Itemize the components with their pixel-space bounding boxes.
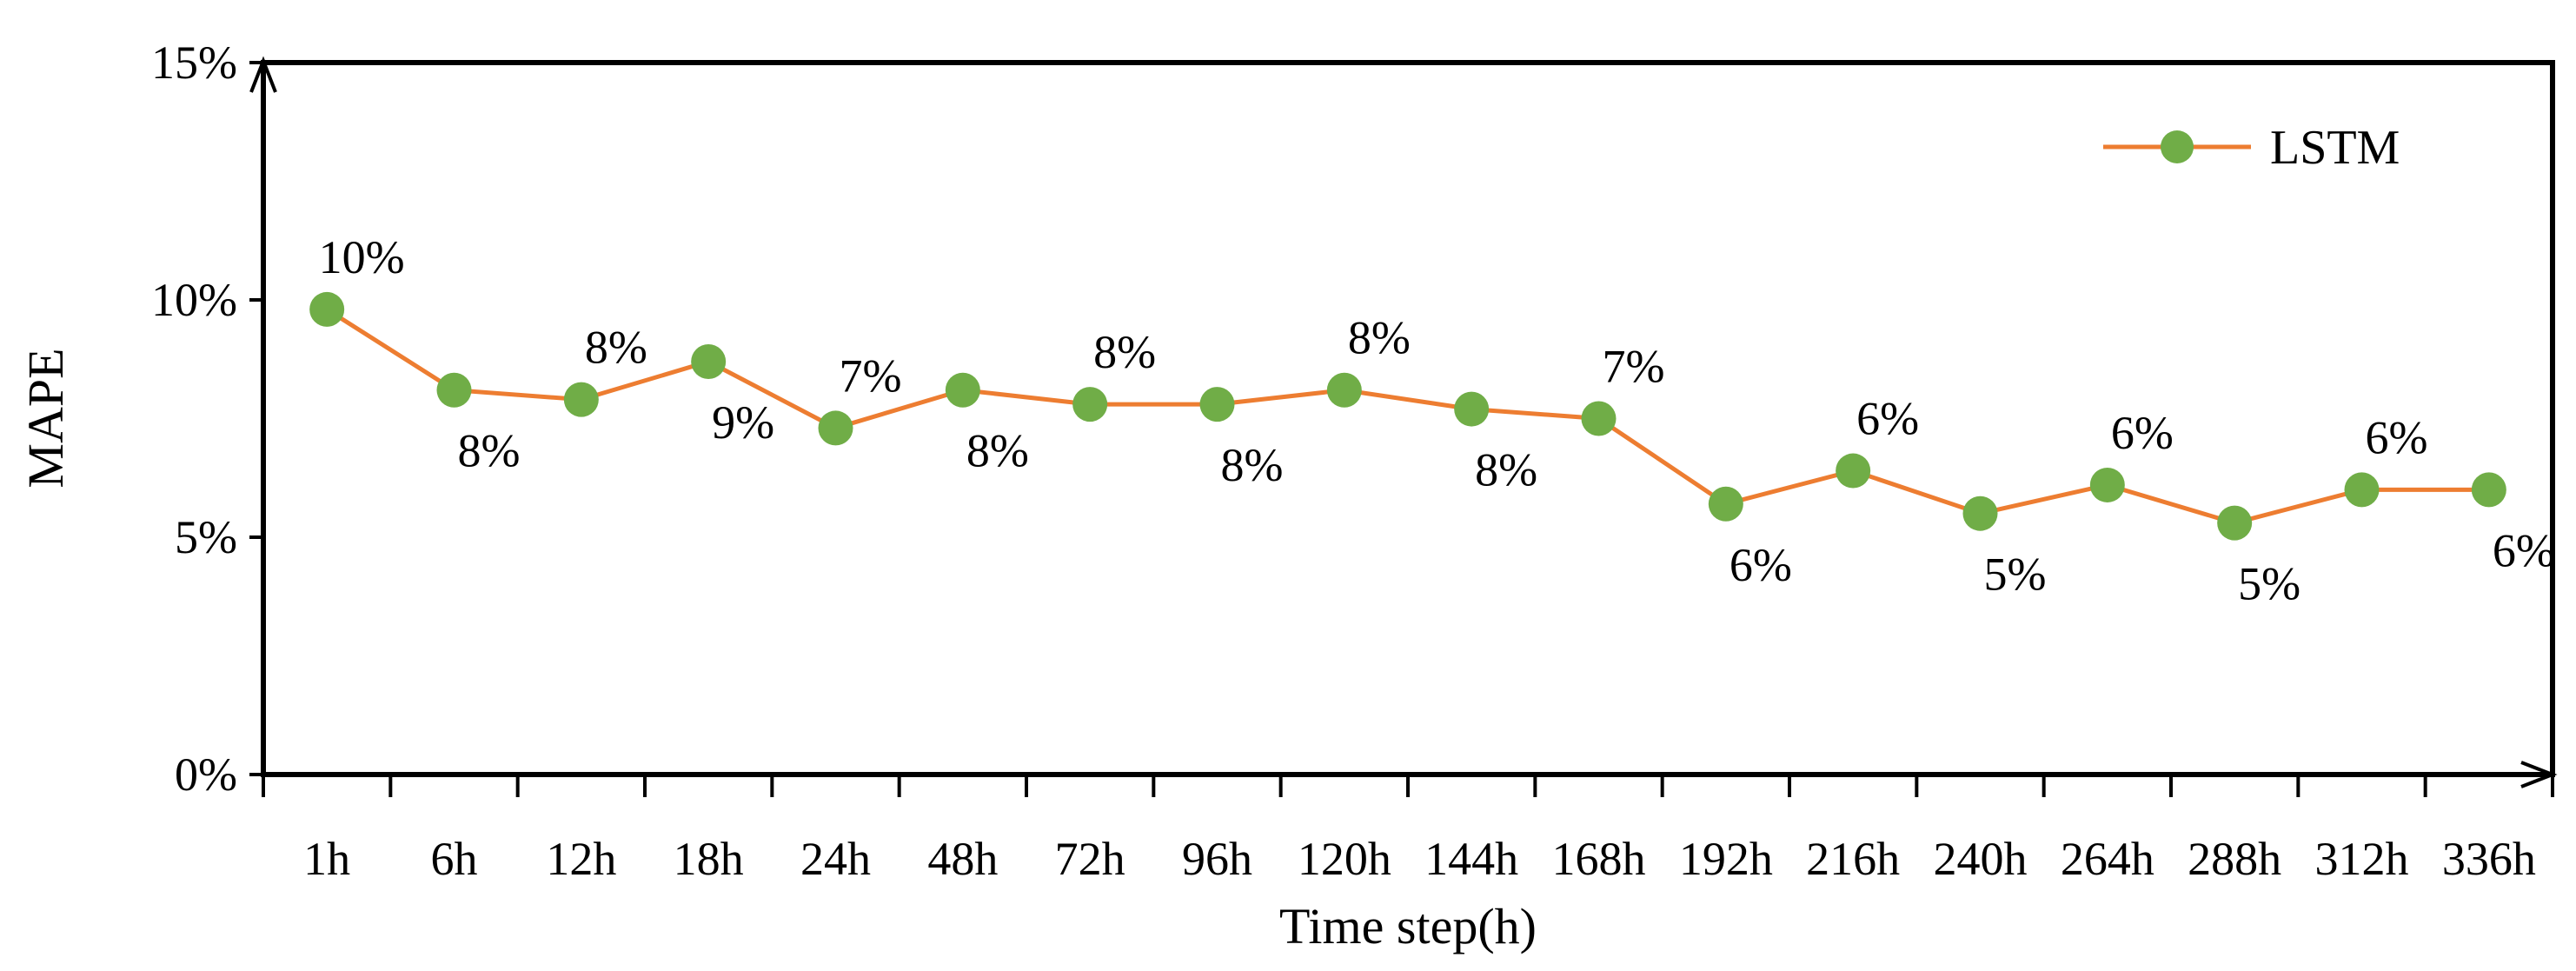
x-axis: 1h 6h 12h 18h 24h 48h 72h 96h 120h 144h 168h 192h 21… — [262, 761, 2558, 885]
plot-frame — [261, 60, 2555, 777]
y-tick-label: 5% — [175, 511, 237, 563]
data-label: 7% — [840, 349, 902, 402]
data-point — [2471, 472, 2506, 508]
data-point — [1199, 387, 1235, 422]
x-tick-label: 312h — [2315, 833, 2409, 885]
x-tick-label: 72h — [1055, 833, 1125, 885]
data-point — [309, 291, 345, 327]
x-tick-label: 192h — [1679, 833, 1773, 885]
x-tick-label: 96h — [1182, 833, 1252, 885]
x-tick-label: 168h — [1552, 833, 1646, 885]
x-axis-title: Time step(h) — [1279, 898, 1537, 954]
data-label: 7% — [1603, 341, 1665, 393]
data-point — [691, 343, 727, 379]
data-label: 10% — [319, 231, 405, 283]
data-point — [1454, 391, 1490, 427]
data-point — [436, 372, 472, 408]
data-point — [1326, 372, 1362, 408]
series-layer — [309, 291, 2506, 541]
x-tick-label: 1h — [303, 833, 350, 885]
data-label: 8% — [1475, 444, 1537, 496]
y-tick-label: 15% — [151, 37, 237, 89]
data-label: 8% — [966, 425, 1029, 477]
y-tick-label: 10% — [151, 274, 237, 326]
series-line — [325, 307, 2489, 526]
x-tick-label: 216h — [1806, 833, 1900, 885]
data-label: 8% — [1221, 439, 1284, 491]
x-tick-label: 18h — [674, 833, 744, 885]
y-axis-title: MAPE — [17, 348, 74, 488]
data-label: 8% — [458, 425, 521, 477]
y-tick-label: 0% — [175, 748, 237, 801]
x-tick-label: 6h — [431, 833, 478, 885]
x-tick-label: 264h — [2061, 833, 2154, 885]
x-tick-label: 144h — [1424, 833, 1518, 885]
x-tick-label: 48h — [927, 833, 998, 885]
data-label: 6% — [1730, 539, 1792, 591]
data-point — [1072, 387, 1108, 422]
x-tick-label: 288h — [2188, 833, 2281, 885]
data-label: 9% — [712, 396, 774, 449]
x-tick-label: 336h — [2442, 833, 2536, 885]
data-label: 8% — [1093, 326, 1156, 378]
data-point — [1581, 401, 1617, 436]
legend: LSTM — [2103, 121, 2400, 175]
x-tick-label: 12h — [546, 833, 616, 885]
data-point — [2344, 472, 2380, 508]
legend-marker — [2161, 130, 2194, 163]
data-point — [563, 382, 599, 417]
data-label: 6% — [2111, 407, 2174, 459]
data-point — [2217, 505, 2253, 541]
legend-label: LSTM — [2270, 121, 2400, 175]
data-point — [1708, 486, 1743, 522]
y-axis-arrow — [249, 56, 277, 93]
data-label: 6% — [2366, 411, 2428, 463]
x-axis-arrow — [2520, 761, 2558, 788]
x-tick-label: 24h — [800, 833, 871, 885]
x-tick-label: 120h — [1298, 833, 1391, 885]
data-label: 5% — [2238, 558, 2300, 610]
data-label: 5% — [1984, 549, 2047, 601]
data-point — [818, 410, 853, 446]
data-point — [945, 372, 980, 408]
data-point — [1836, 453, 1871, 489]
data-labels: 10% 8% 8% 9% 7% 8% 8% 8% 8% 8% 7% 6% 6% 5% 6% 5% 6% 6% — [319, 231, 2555, 610]
data-point — [1962, 495, 1998, 531]
data-label: 8% — [585, 322, 647, 374]
x-tick-label: 240h — [1934, 833, 2028, 885]
data-label: 6% — [2493, 524, 2555, 576]
data-label: 8% — [1348, 312, 1411, 364]
data-point — [2089, 467, 2125, 502]
data-label: 6% — [1856, 393, 1919, 445]
y-axis: 0% 5% 10% 15% — [151, 37, 277, 801]
